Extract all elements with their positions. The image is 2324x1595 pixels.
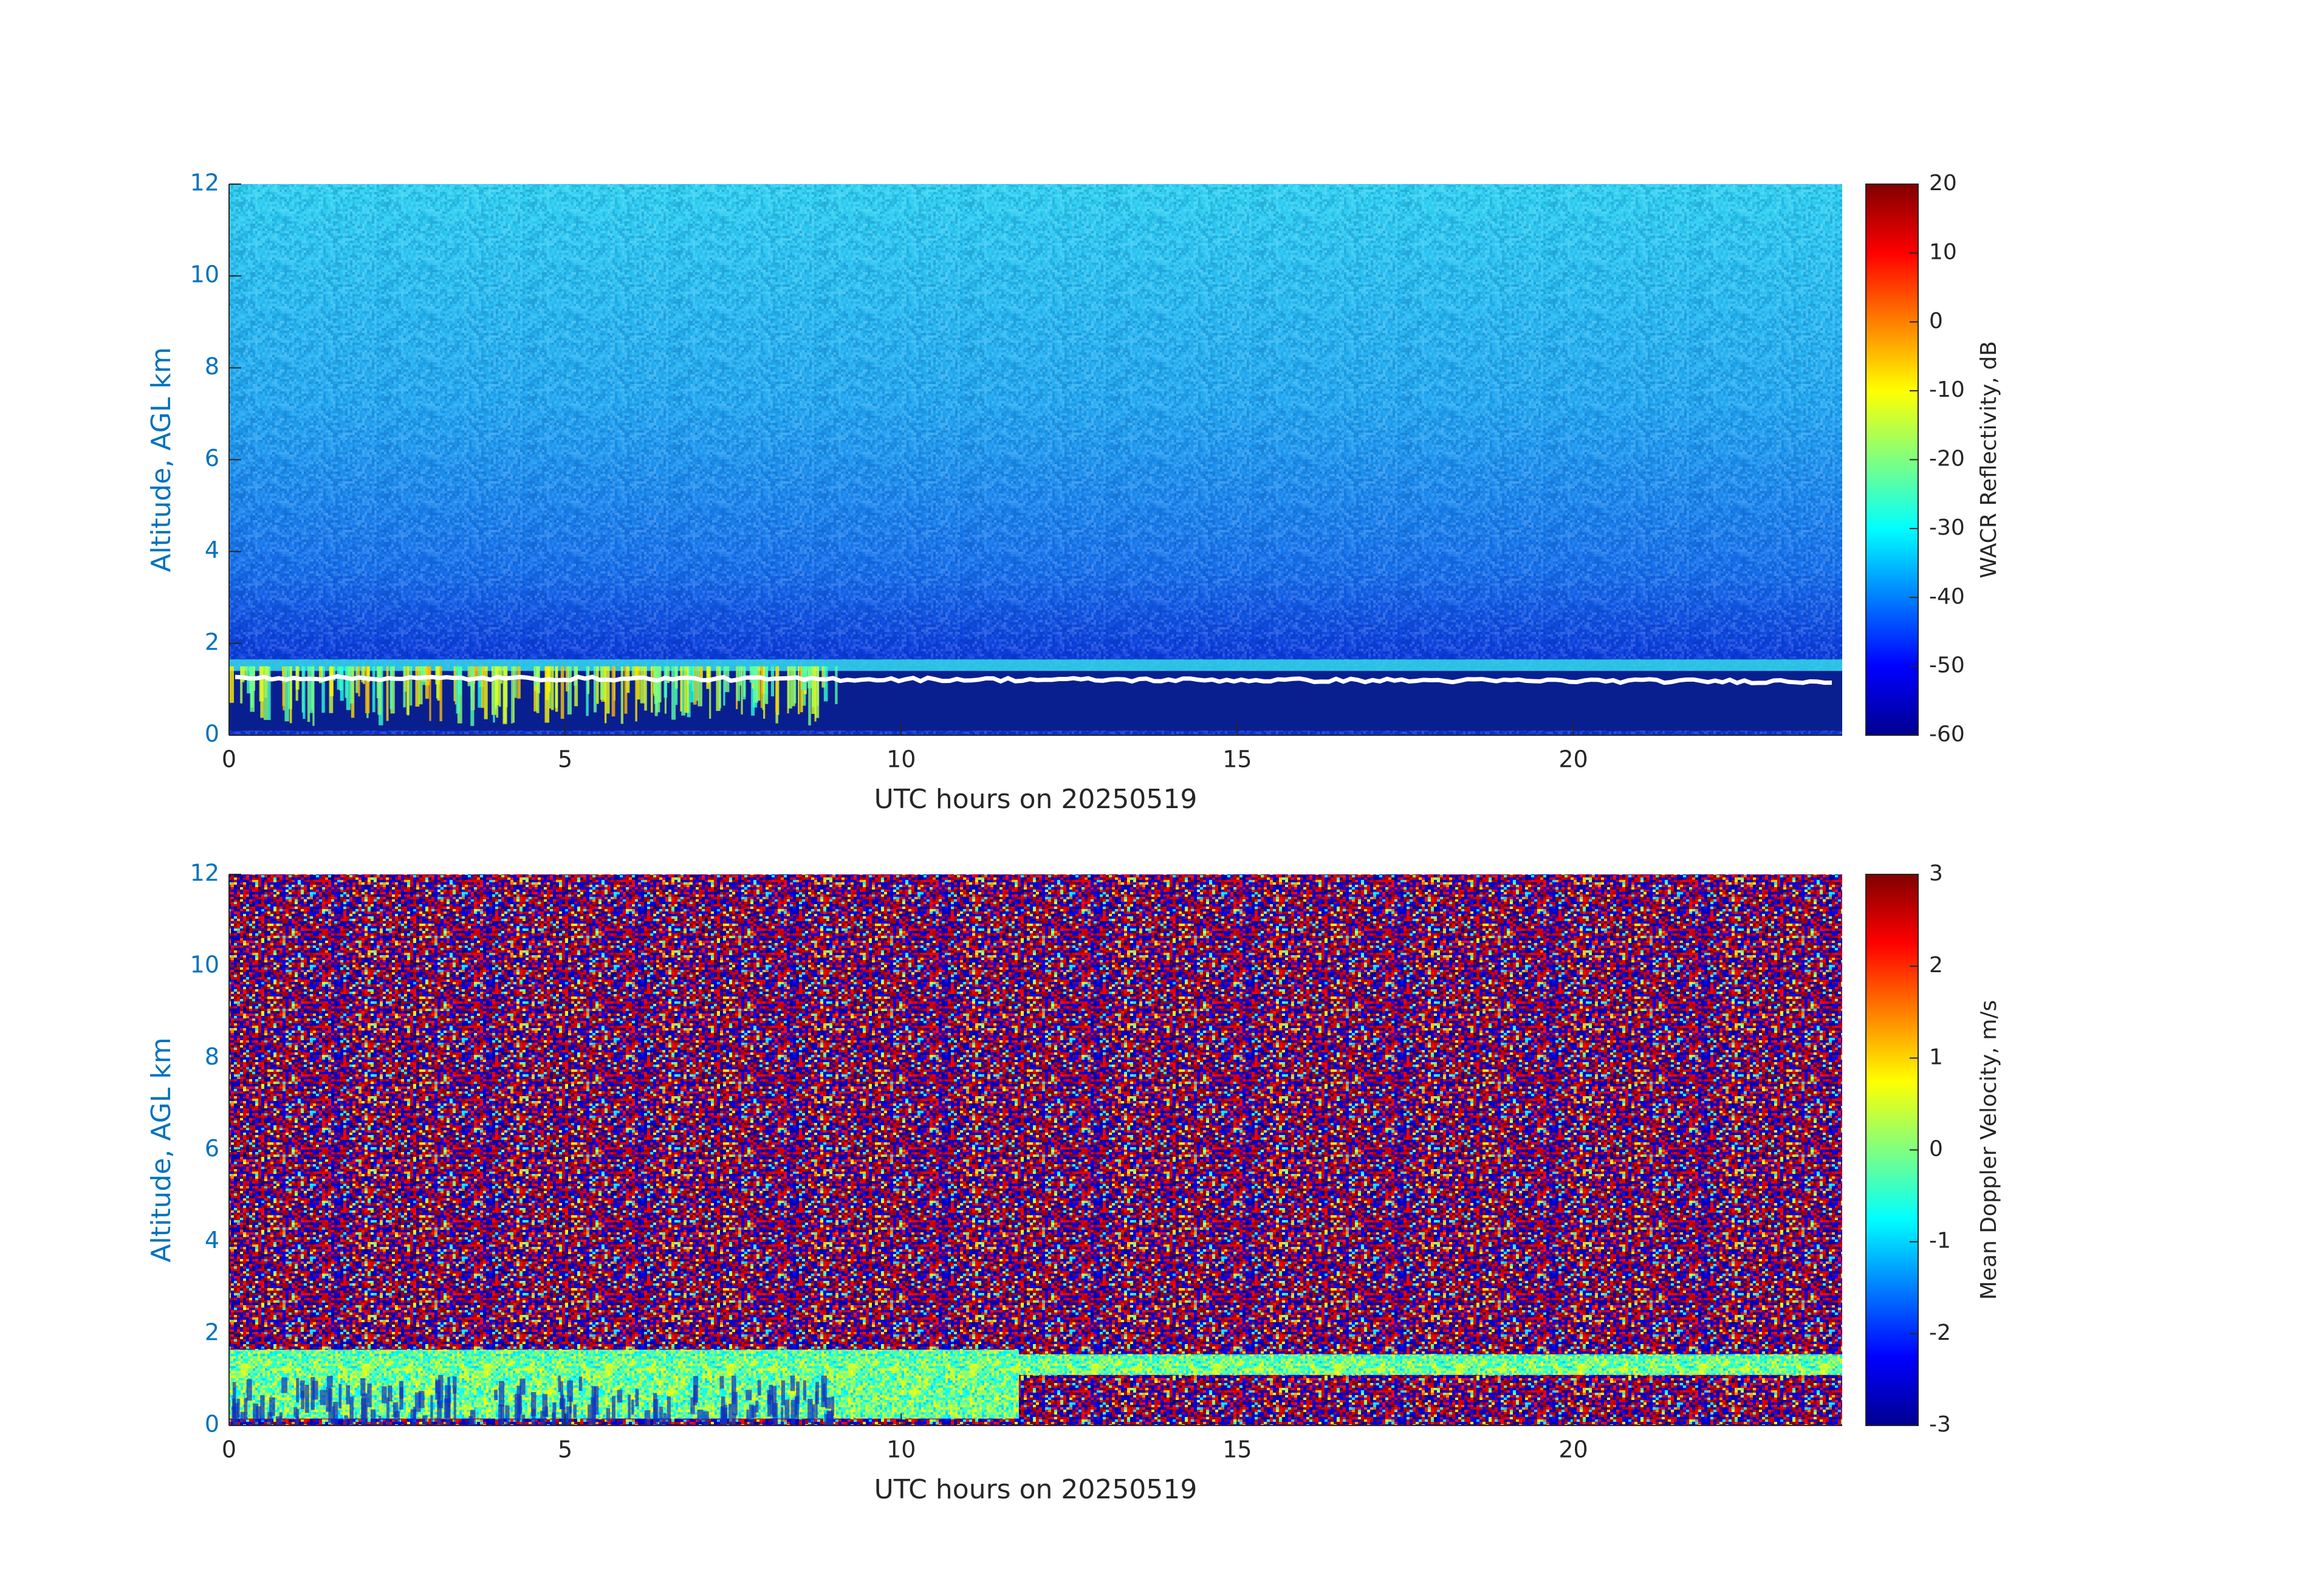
y-tick-label: 4 — [205, 1227, 219, 1254]
y-tick-label: 10 — [190, 261, 219, 288]
x-tick-label: 0 — [222, 746, 236, 773]
y-axis-title: Altitude, AGL km — [146, 1037, 177, 1262]
colorbar-tick-label: -1 — [1929, 1229, 1951, 1254]
colorbar-tick-label: -3 — [1929, 1412, 1951, 1437]
y-tick-label: 6 — [205, 1135, 219, 1162]
colorbar-title: Mean Doppler Velocity, m/s — [1976, 1000, 2001, 1300]
colorbar-title: WACR Reflectivity, dB — [1976, 341, 2001, 578]
colorbar-tick-label: -30 — [1929, 515, 1965, 540]
colorbar-tick-label: -50 — [1929, 653, 1965, 678]
y-tick-label: 8 — [205, 1043, 219, 1070]
panel: 0 2 4 6 8 10 12 0 5 10 15 20 UTC hours on 20250519 Al… — [146, 170, 2001, 815]
y-tick-label: 4 — [205, 537, 219, 563]
x-tick-label: 5 — [558, 1436, 572, 1463]
x-tick-label: 15 — [1222, 1436, 1252, 1463]
y-tick-label: 2 — [205, 1319, 219, 1345]
colorbar-tick-label: 20 — [1929, 171, 1957, 196]
heatmap-image — [229, 184, 1842, 735]
colorbar-tick-label: 0 — [1929, 1137, 1943, 1162]
colorbar-tick-label: -2 — [1929, 1320, 1951, 1345]
y-tick-label: 10 — [190, 952, 219, 978]
x-axis-title: UTC hours on 20250519 — [874, 784, 1198, 815]
heatmap-image — [229, 874, 1842, 1425]
x-tick-label: 10 — [886, 746, 916, 773]
colorbar — [1865, 184, 1919, 736]
colorbar-tick-label: -20 — [1929, 447, 1965, 472]
x-tick-label: 20 — [1558, 1436, 1588, 1463]
colorbar-tick-label: 2 — [1929, 953, 1943, 978]
y-axis-title: Altitude, AGL km — [146, 347, 177, 572]
y-tick-label: 2 — [205, 628, 219, 655]
x-tick-label: 10 — [886, 1436, 916, 1463]
y-tick-label: 8 — [205, 353, 219, 380]
colorbar-tick-label: -60 — [1929, 722, 1965, 747]
y-tick-label: 12 — [190, 860, 219, 887]
x-axis-title: UTC hours on 20250519 — [874, 1474, 1198, 1505]
x-tick-label: 20 — [1558, 746, 1588, 773]
colorbar-tick-label: 10 — [1929, 239, 1957, 264]
colorbar-tick-label: 3 — [1929, 861, 1943, 886]
y-tick-label: 12 — [190, 170, 219, 196]
colorbar-tick-label: 1 — [1929, 1044, 1943, 1069]
y-tick-label: 0 — [205, 721, 219, 747]
colorbar-tick-label: -40 — [1929, 584, 1965, 609]
x-tick-label: 15 — [1222, 746, 1252, 773]
x-tick-label: 0 — [222, 1436, 236, 1463]
y-tick-label: 6 — [205, 445, 219, 472]
x-tick-label: 5 — [558, 746, 572, 773]
colorbar-tick-label: 0 — [1929, 309, 1943, 334]
y-tick-label: 0 — [205, 1411, 219, 1438]
colorbar-tick-label: -10 — [1929, 377, 1965, 402]
colorbar — [1865, 874, 1919, 1426]
